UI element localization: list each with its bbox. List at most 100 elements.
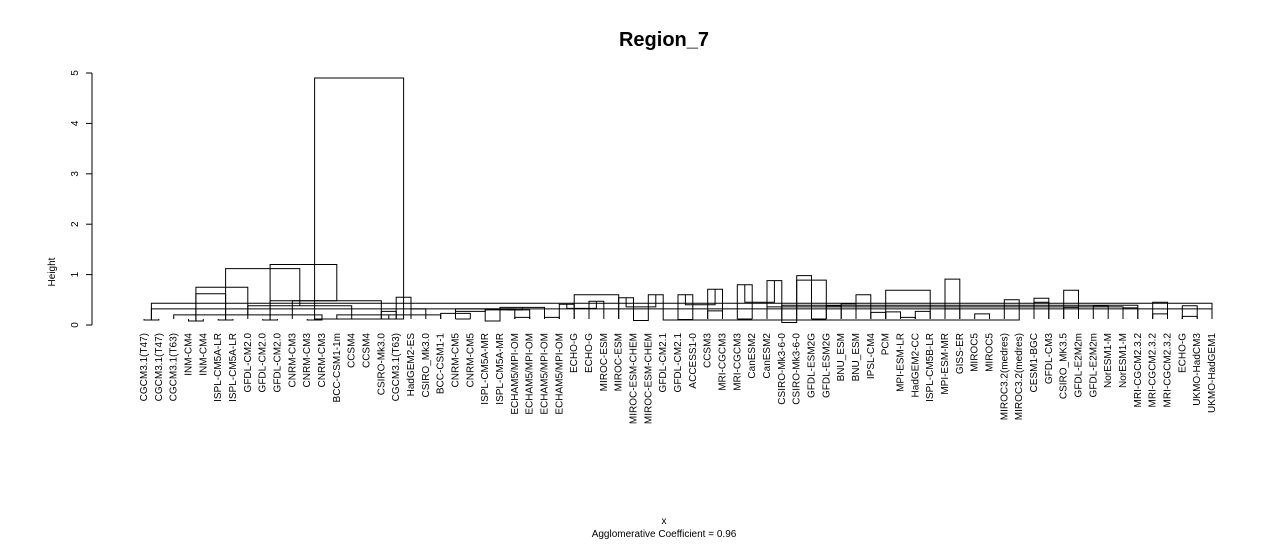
- leaf-label: HadGEM2-CC: [910, 333, 921, 397]
- merge-branch: [380, 310, 397, 319]
- merge-branch: [410, 308, 427, 319]
- merge-branch: [455, 308, 486, 314]
- merge-branch: [269, 264, 338, 320]
- leaf-label: ECHAM5/MPI-OM: [554, 333, 565, 415]
- merge-branch: [677, 319, 694, 320]
- leaf-label: MRI-CGCM3: [718, 333, 729, 391]
- merge-branch: [840, 303, 857, 319]
- leaf-label: GFDL-ESM2G: [821, 333, 832, 398]
- leaf-label: CGCM3.1(T63): [169, 333, 180, 401]
- merge-branch: [825, 305, 842, 319]
- leaf-label: MRI-CGCM2.3.2: [1133, 333, 1144, 408]
- leaf-label: CanESM2: [747, 333, 758, 379]
- merge-branch: [573, 294, 620, 319]
- leaf-label: CNRM-CM3: [302, 333, 313, 388]
- agglomerative-coefficient: Agglomerative Coefficient = 0.96: [592, 529, 737, 540]
- leaf-label: ISPL-CM5A-MR: [495, 333, 506, 405]
- merge-branch: [944, 308, 961, 319]
- merge-branch: [150, 308, 1213, 320]
- leaf-label: MPI-ESM-MR: [940, 333, 951, 395]
- leaf-label: MIROC-ESM-CHEM: [643, 333, 654, 424]
- leaf-label: MIROC3.2(medres): [1014, 333, 1025, 420]
- leaf-label: MRI-CGCM3: [732, 333, 743, 391]
- leaf-label: GFDL-CM2.1: [673, 333, 684, 393]
- leaf-label: MIROC-ESM-CHEM: [629, 333, 640, 424]
- leaf-label: CESM1-BGC: [1029, 333, 1040, 392]
- merge-branch: [484, 319, 501, 322]
- leaf-label: ACCESS1-0: [688, 333, 699, 389]
- leaf-label: GFDL-CM2.1: [658, 333, 669, 393]
- merge-branch: [870, 311, 887, 319]
- merge-branch: [684, 289, 716, 306]
- merge-branch: [544, 316, 560, 319]
- leaf-label: BNU_ESM: [851, 333, 862, 381]
- merge-branch: [633, 319, 649, 321]
- dendrogram-branches: [143, 77, 1213, 323]
- y-tick-label: 3: [70, 171, 81, 177]
- y-axis: 0 1 2 3 4 5: [70, 70, 93, 328]
- leaf-label: CGCM3.1(T47): [139, 333, 150, 401]
- leaf-label: CNRM-CM3: [287, 333, 298, 388]
- leaf-label: GFDL-CM2.0: [258, 333, 269, 393]
- leaf-label: ECHO-G: [584, 333, 595, 373]
- leaf-label: INM-CM4: [198, 333, 209, 376]
- leaf-label: BCC-CSM1-1m: [332, 333, 343, 402]
- leaf-label: CSIRO_Mk3.0: [421, 333, 432, 398]
- merge-branch: [944, 278, 961, 319]
- leaf-label: CGCM3.1(T47): [154, 333, 165, 401]
- leaf-label: ECHAM5/MPI-OM: [525, 333, 536, 415]
- leaf-label: ISPL-CM5A-LR: [213, 333, 224, 402]
- leaf-label: MIROC-ESM: [599, 333, 610, 391]
- leaf-label: IPSL-CM4: [866, 333, 877, 380]
- leaf-label: MPI-ESM-LR: [896, 333, 907, 392]
- leaf-labels: CGCM3.1(T47) CGCM3.1(T47) CGCM3.1(T63) INM-…: [139, 333, 1218, 425]
- leaf-label: BNU_ESM: [836, 333, 847, 381]
- leaf-label: GFDL-CM3: [1044, 333, 1055, 385]
- leaf-label: HadGEM2-ES: [406, 333, 417, 397]
- leaf-label: BCC-CSM1-1: [436, 333, 447, 395]
- merge-branch: [247, 305, 353, 319]
- merge-branch: [914, 310, 931, 319]
- merge-branch: [885, 311, 901, 319]
- leaf-label: CGCM3.1(T63): [391, 333, 402, 401]
- leaf-label: CCSM4: [347, 333, 358, 368]
- leaf-label: PCM: [881, 333, 892, 355]
- merge-branch: [662, 319, 1020, 321]
- merge-branch: [974, 313, 990, 319]
- leaf-label: MRI-CGCM2.3.2: [1163, 333, 1174, 408]
- leaf-label: INM-CM4: [184, 333, 195, 376]
- leaf-label: GFDL-E2M2m: [1074, 333, 1085, 397]
- merge-branch: [514, 316, 531, 319]
- leaf-label: MIROC5: [985, 333, 996, 372]
- merge-branch: [781, 319, 798, 323]
- merge-branch: [225, 268, 301, 320]
- leaf-label: CCSM4: [362, 333, 373, 368]
- merge-branch: [1152, 313, 1168, 319]
- leaf-label: CSIRO-Mk3.0: [376, 333, 387, 396]
- merge-branch: [1181, 315, 1198, 319]
- merge-branch: [1033, 301, 1050, 319]
- leaf-label: CNRM-CM5: [451, 333, 462, 388]
- merge-branch: [359, 314, 390, 320]
- merge-branch: [1152, 301, 1168, 319]
- y-tick-label: 5: [70, 70, 81, 76]
- leaf-label: CNRM-CM3: [317, 333, 328, 388]
- y-tick-label: 2: [70, 221, 81, 227]
- leaf-label: GFDL-E2M2m: [1088, 333, 1099, 397]
- leaf-label: ISPL-CM5B-LR: [925, 333, 936, 402]
- leaf-label: ECHO-G: [569, 333, 580, 373]
- leaf-label: GISS-ER: [955, 333, 966, 374]
- leaf-label: CNRM-CM5: [465, 333, 476, 388]
- y-tick-label: 0: [70, 322, 81, 328]
- leaf-label: UKMO-HadGEM1: [1207, 333, 1218, 413]
- merge-branch: [1122, 307, 1139, 319]
- leaf-label: CSIRO-Mk3-6-0: [777, 333, 788, 405]
- leaf-label: CanESM2: [762, 333, 773, 379]
- leaf-label: NorESM1-M: [1103, 333, 1114, 388]
- leaf-label: MIROC-ESM: [614, 333, 625, 391]
- leaf-label: CCSM3: [703, 333, 714, 368]
- chart-title: Region_7: [619, 29, 709, 51]
- merge-branch: [1181, 305, 1198, 319]
- merge-branch: [195, 286, 249, 321]
